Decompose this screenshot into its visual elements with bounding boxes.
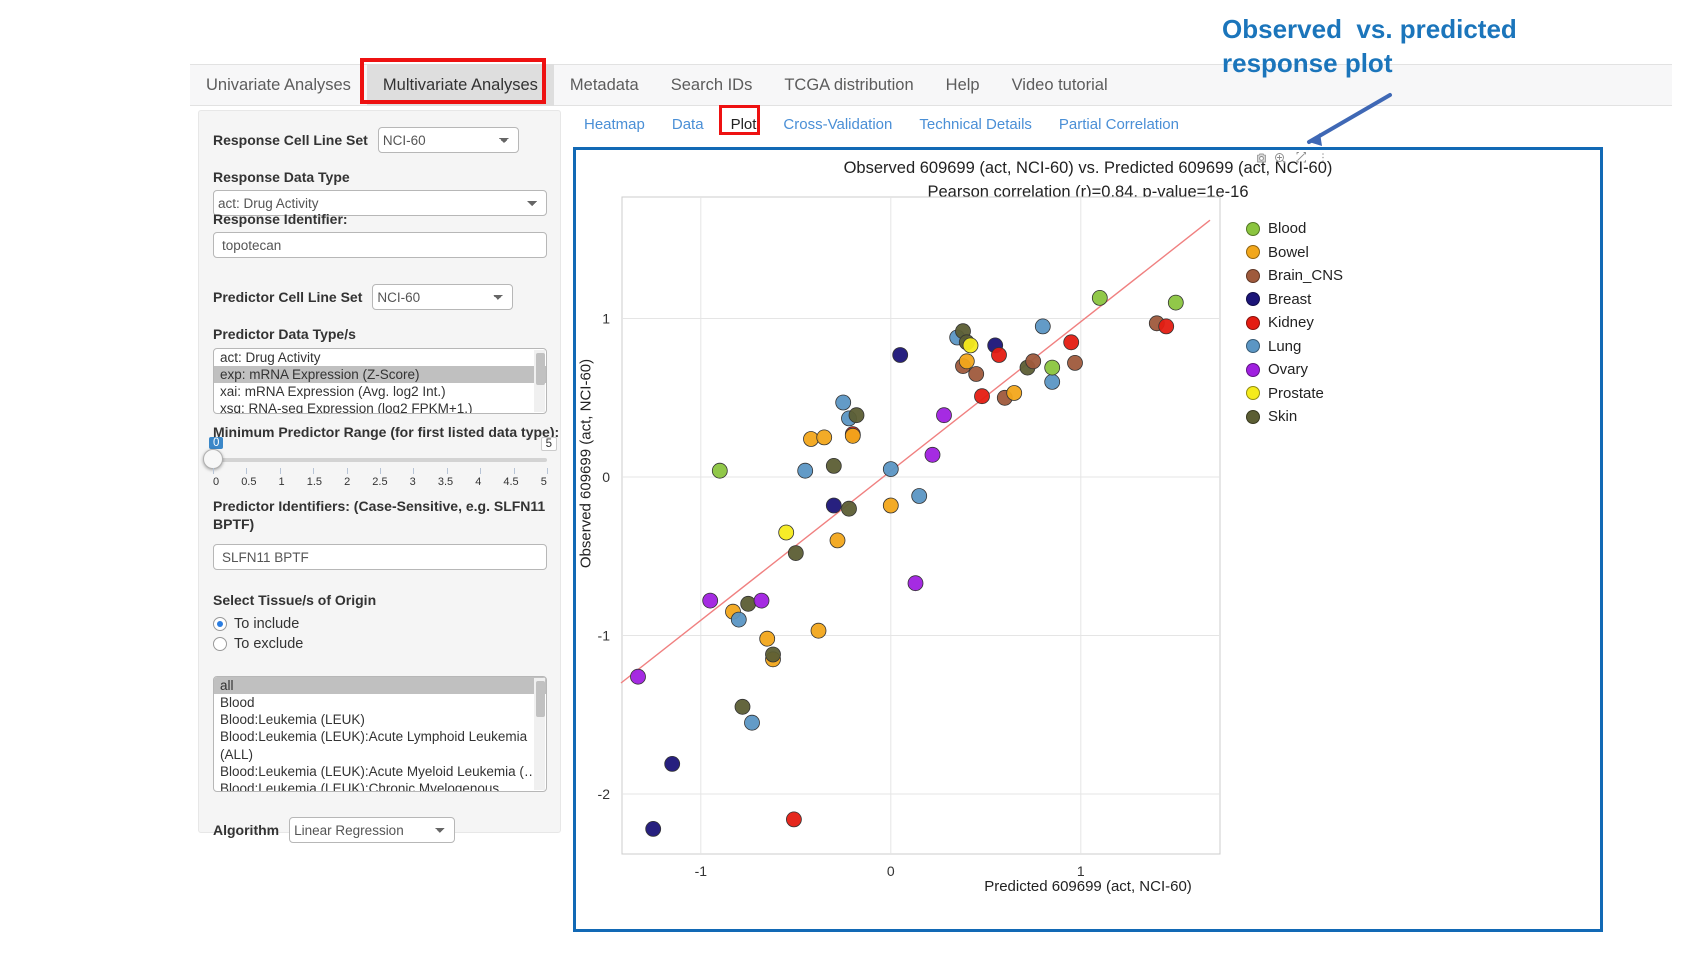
svg-text:0: 0 [887, 863, 895, 879]
svg-text:0: 0 [602, 469, 610, 485]
svg-text:1: 1 [1077, 863, 1085, 879]
svg-text:1: 1 [602, 311, 610, 327]
svg-text:-1: -1 [598, 628, 611, 644]
svg-text:-2: -2 [598, 786, 611, 802]
svg-text:-1: -1 [695, 863, 708, 879]
